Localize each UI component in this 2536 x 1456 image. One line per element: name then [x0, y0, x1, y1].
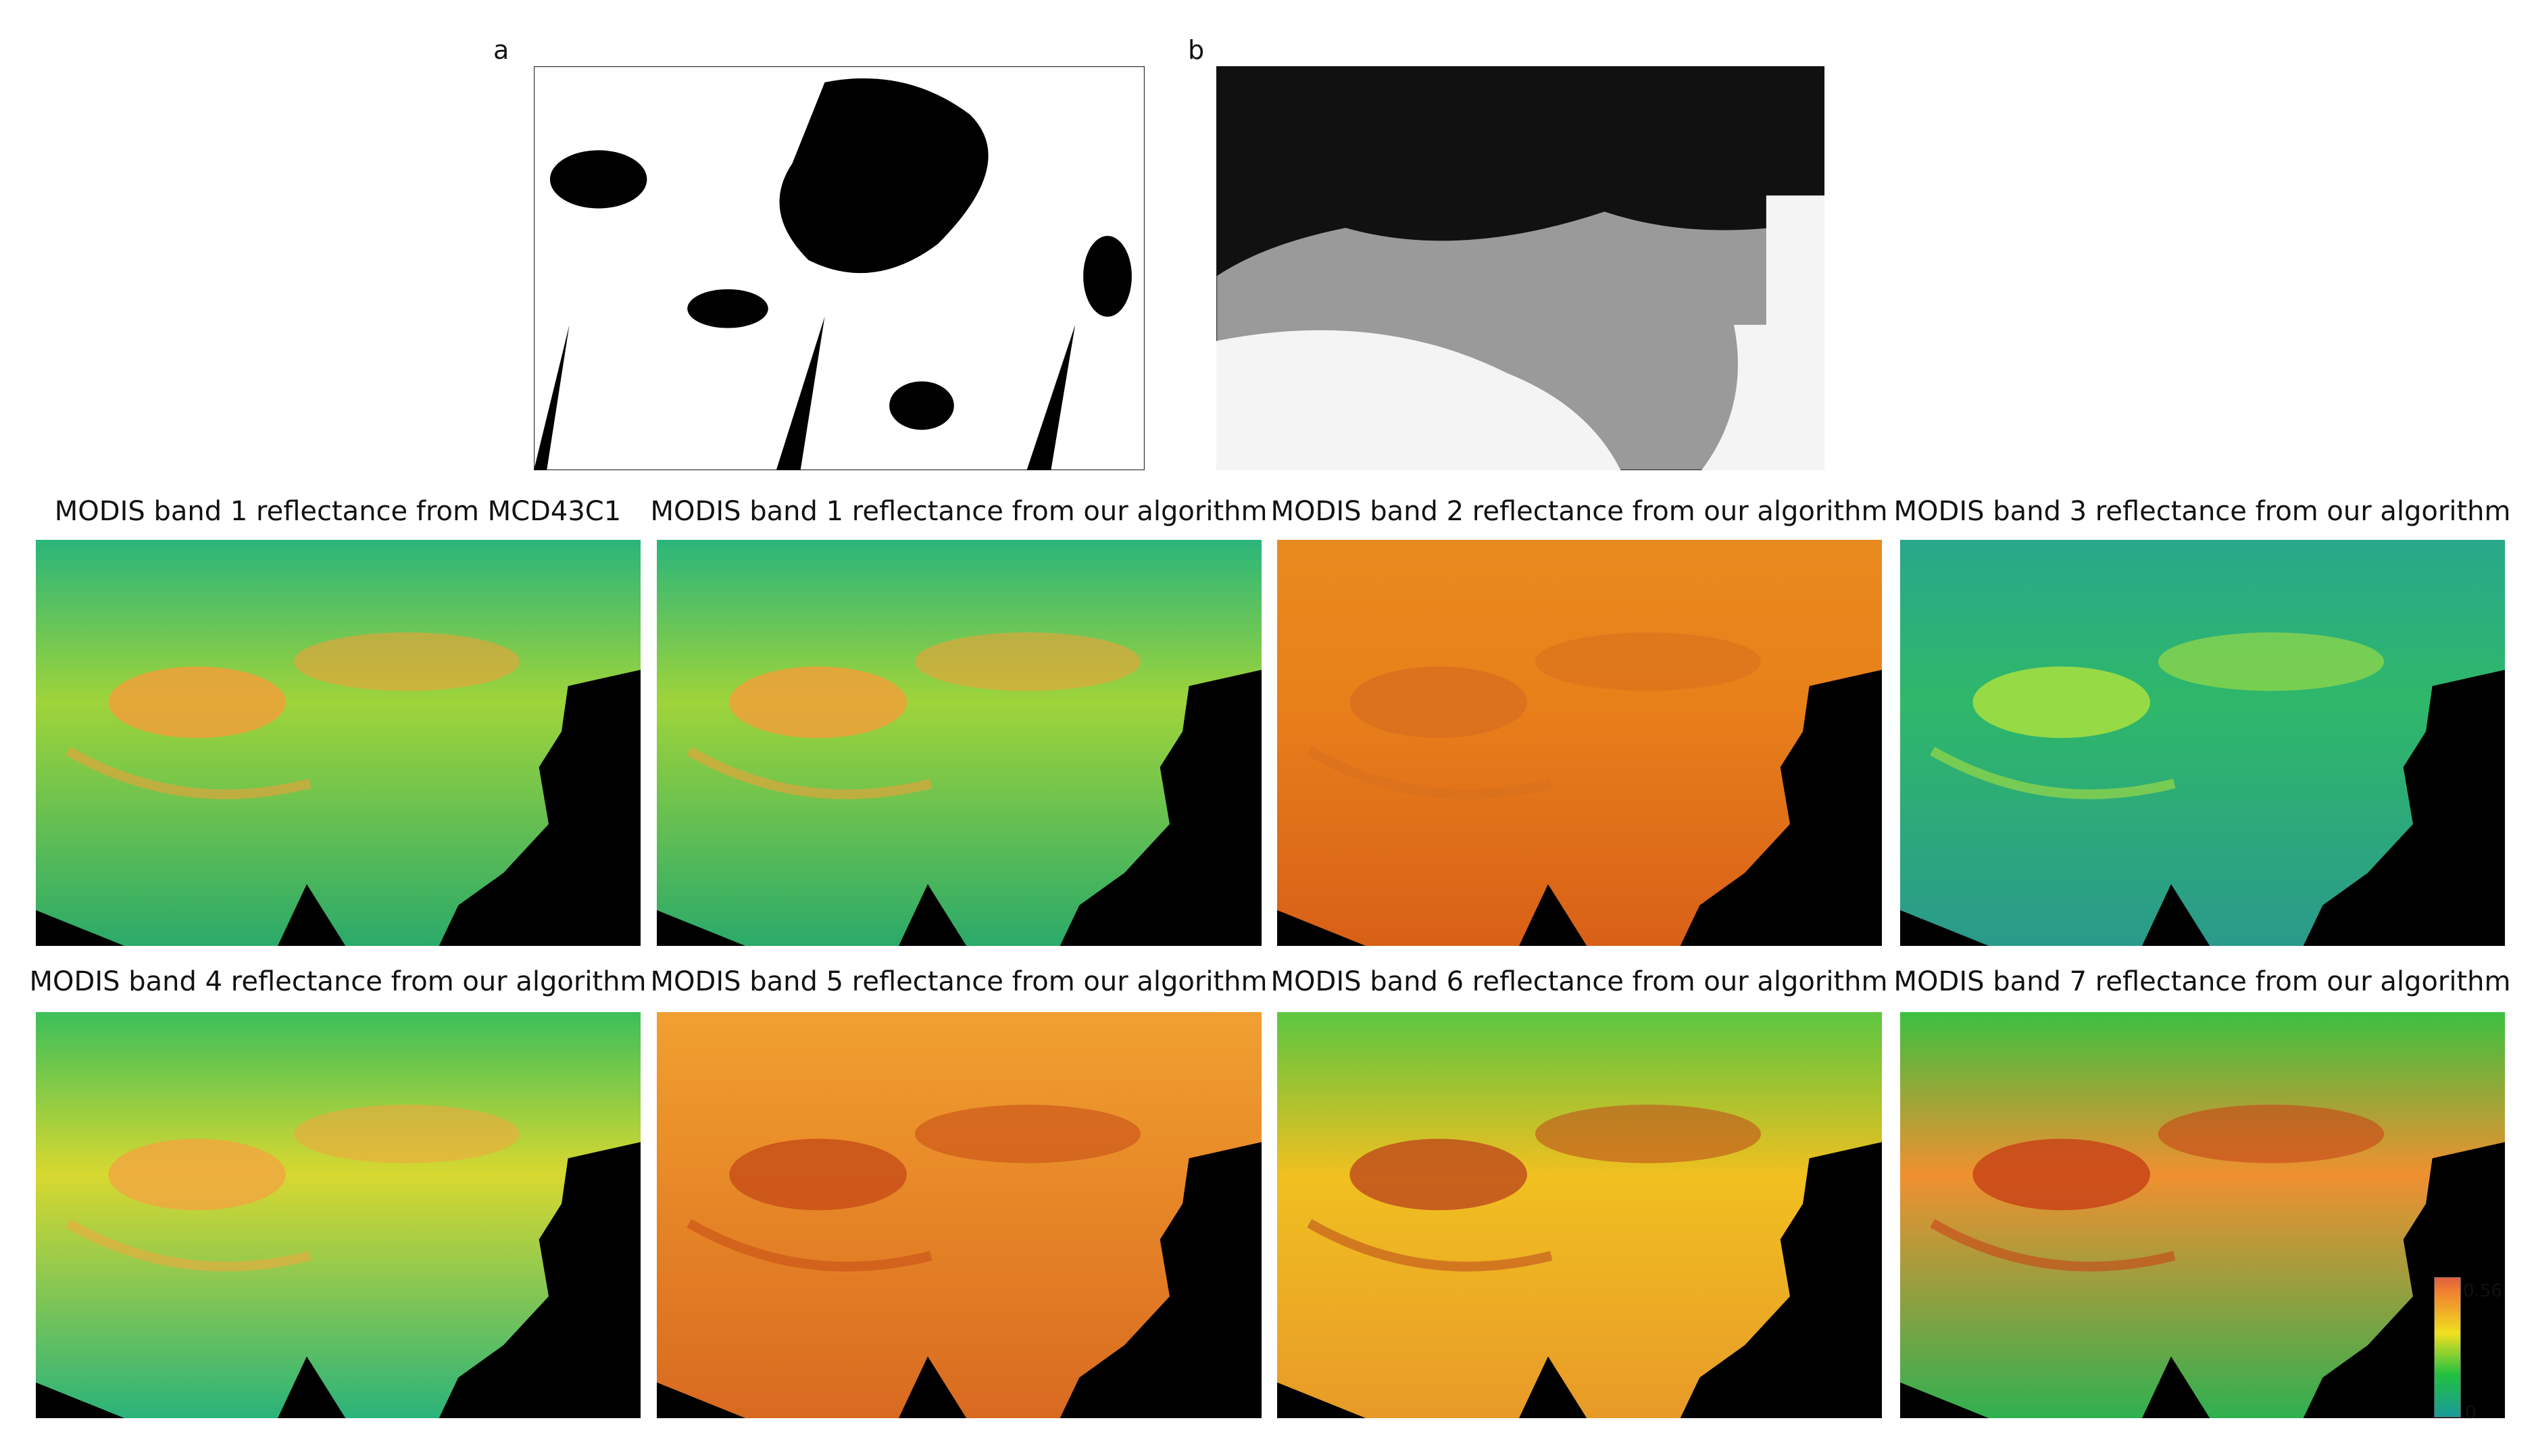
reflectance-map [1277, 540, 1882, 946]
map-title: MODIS band 3 reflectance from our algori… [1893, 496, 2511, 527]
map-title: MODIS band 2 reflectance from our algori… [1270, 496, 1888, 527]
reflectance-map [1900, 540, 2505, 946]
map-title: MODIS band 4 reflectance from our algori… [29, 966, 647, 997]
gray-image [1216, 66, 1824, 470]
map-title: MODIS band 7 reflectance from our algori… [1893, 966, 2511, 997]
colorbar-min: 0 [2465, 1403, 2477, 1423]
reflectance-map [657, 540, 1262, 946]
reflectance-map [1277, 1012, 1882, 1418]
panel-label: a [493, 35, 509, 65]
reflectance-map [36, 1012, 641, 1418]
colorbar [2434, 1277, 2461, 1417]
reflectance-map [657, 1012, 1262, 1418]
reflectance-map [36, 540, 641, 946]
map-title: MODIS band 6 reflectance from our algori… [1270, 966, 1888, 997]
cloud-mask-image [534, 66, 1145, 470]
map-title: MODIS band 1 reflectance from MCD43C1 [54, 496, 622, 527]
map-title: MODIS band 1 reflectance from our algori… [650, 496, 1268, 527]
panel-label: b [1188, 35, 1205, 65]
reflectance-map [1900, 1012, 2505, 1418]
colorbar-max: 0.56 [2463, 1281, 2502, 1301]
map-title: MODIS band 5 reflectance from our algori… [650, 966, 1268, 997]
